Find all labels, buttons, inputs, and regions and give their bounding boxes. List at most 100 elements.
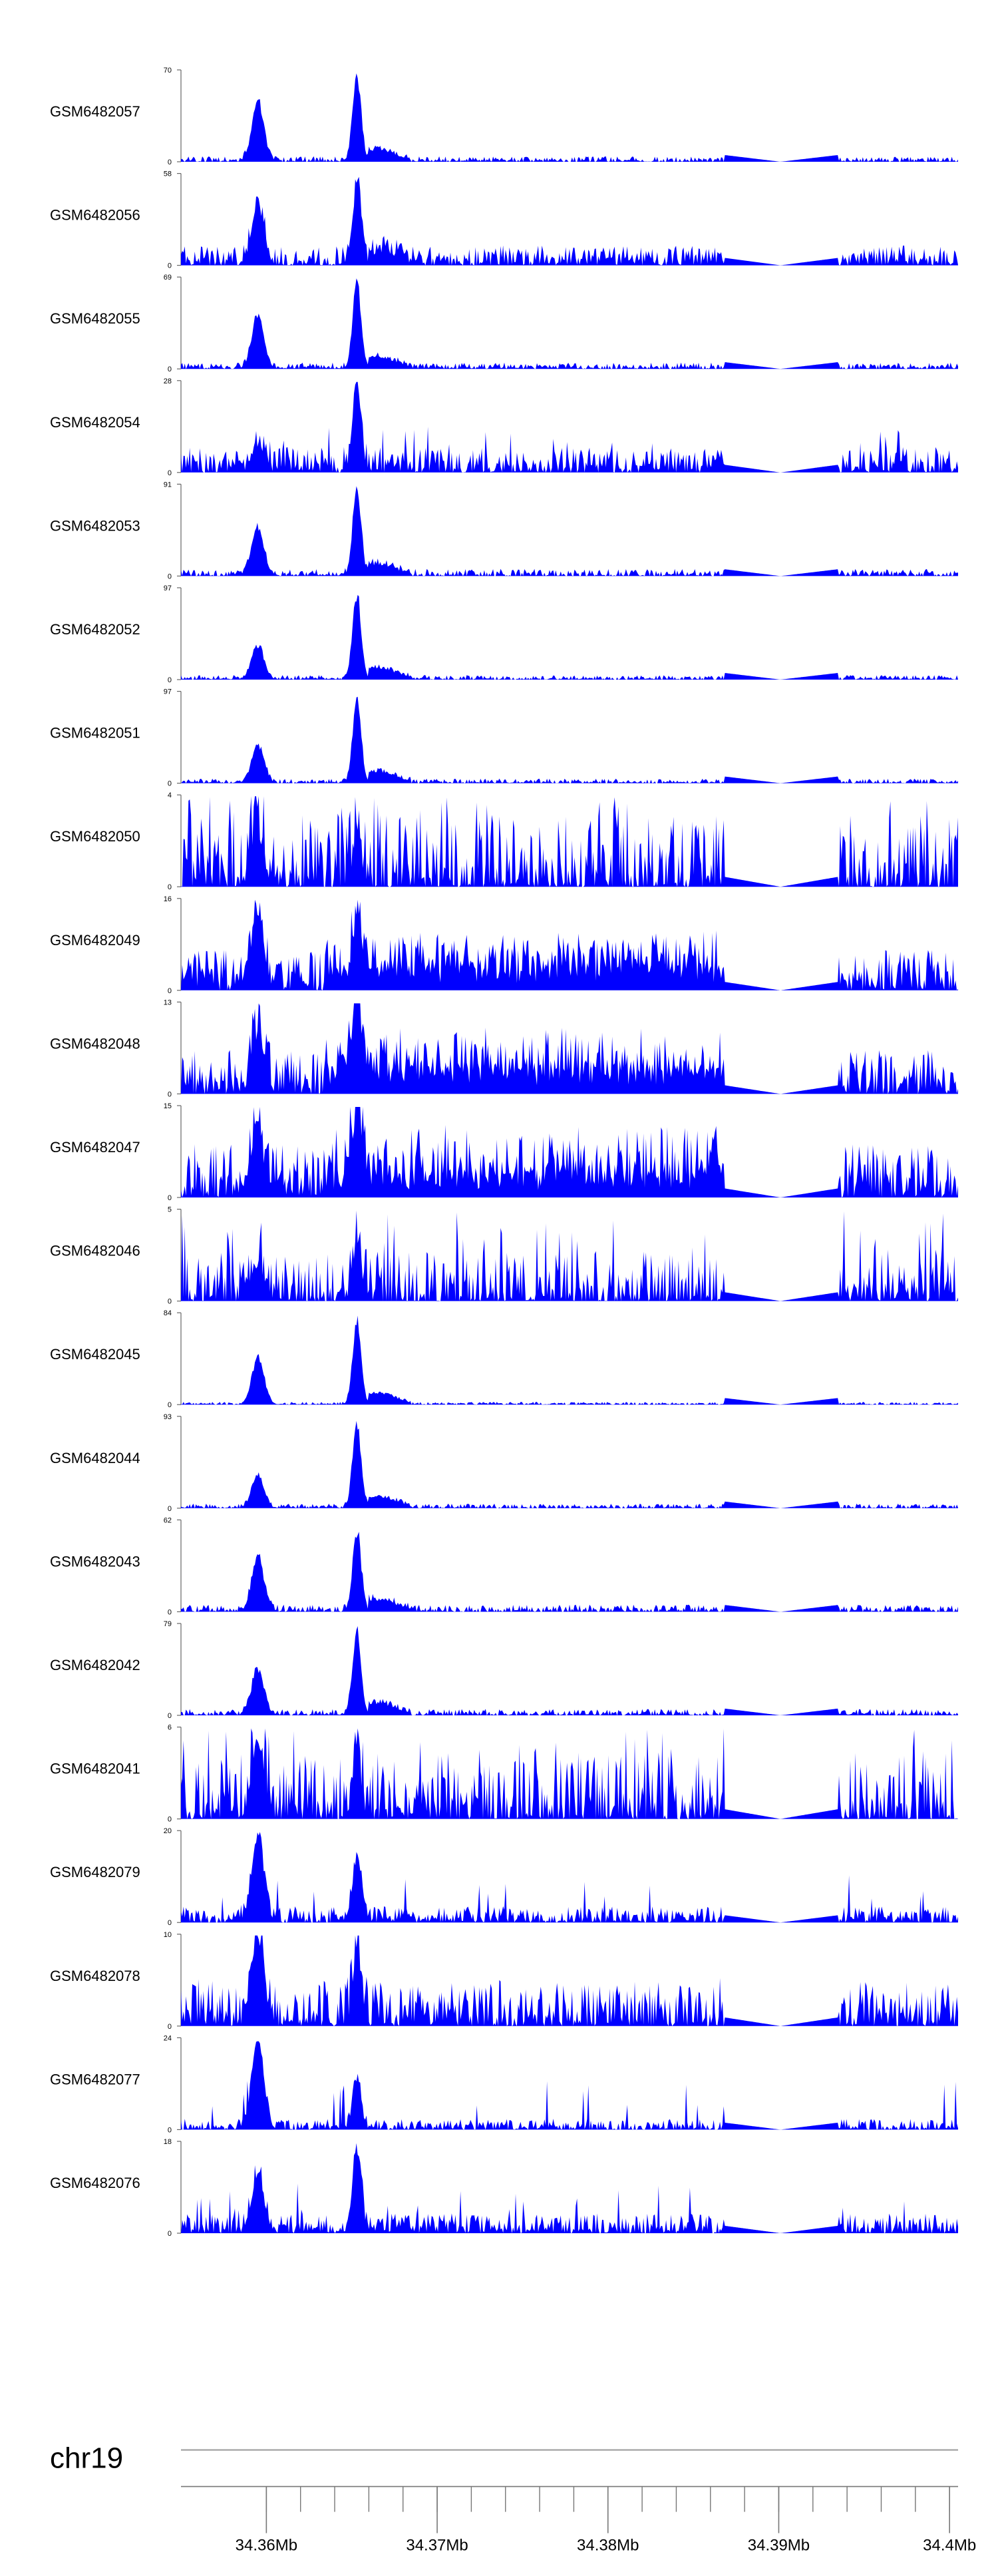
track-GSM6482046: GSM6482046 5 0 (50, 1206, 958, 1306)
y-max-label: 62 (164, 1516, 172, 1524)
coverage-area-GSM6482054 (181, 381, 958, 473)
y-min-label: 0 (168, 158, 172, 166)
coverage-area-GSM6482041 (181, 1728, 958, 1819)
track-GSM6482050: GSM6482050 4 0 (50, 791, 958, 891)
track-label: GSM6482078 (50, 1968, 140, 1984)
coverage-area-GSM6482077 (181, 2041, 958, 2130)
x-tick-label: 34.4Mb (923, 2537, 976, 2555)
track-GSM6482056: GSM6482056 58 0 (50, 170, 958, 270)
y-max-label: 84 (164, 1309, 172, 1317)
track-label: GSM6482043 (50, 1553, 140, 1570)
coverage-area-GSM6482050 (181, 796, 958, 887)
y-max-label: 69 (164, 274, 172, 282)
track-label: GSM6482052 (50, 621, 140, 638)
chromosome-label: chr19 (50, 2442, 123, 2475)
y-min-label: 0 (168, 2126, 172, 2134)
y-max-label: 91 (164, 481, 172, 489)
coverage-area-GSM6482043 (181, 1532, 958, 1612)
y-max-label: 15 (164, 1102, 172, 1110)
track-label: GSM6482057 (50, 103, 140, 120)
track-GSM6482053: GSM6482053 91 0 (50, 481, 958, 580)
y-min-label: 0 (168, 2230, 172, 2238)
track-GSM6482079: GSM6482079 20 0 (50, 1827, 958, 1927)
y-max-label: 6 (168, 1724, 172, 1732)
track-label: GSM6482055 (50, 310, 140, 327)
y-max-label: 28 (164, 377, 172, 385)
y-min-label: 0 (168, 1919, 172, 1927)
track-GSM6482049: GSM6482049 16 0 (50, 895, 958, 995)
coverage-area-GSM6482042 (181, 1626, 958, 1715)
track-GSM6482048: GSM6482048 13 0 (50, 998, 958, 1098)
y-min-label: 0 (168, 987, 172, 995)
track-label: GSM6482077 (50, 2071, 140, 2087)
y-max-label: 10 (164, 1931, 172, 1939)
y-min-label: 0 (168, 676, 172, 684)
track-GSM6482057: GSM6482057 70 0 (50, 67, 958, 166)
track-GSM6482041: GSM6482041 6 0 (50, 1724, 958, 1824)
track-label: GSM6482053 (50, 517, 140, 534)
y-max-label: 13 (164, 998, 172, 1006)
y-min-label: 0 (168, 365, 172, 373)
y-max-label: 97 (164, 688, 172, 696)
track-label: GSM6482048 (50, 1035, 140, 1052)
track-label: GSM6482047 (50, 1139, 140, 1156)
track-label: GSM6482056 (50, 207, 140, 224)
y-min-label: 0 (168, 883, 172, 891)
coverage-area-GSM6482053 (181, 486, 958, 576)
y-min-label: 0 (168, 1401, 172, 1409)
track-GSM6482051: GSM6482051 97 0 (50, 688, 958, 788)
track-label: GSM6482044 (50, 1450, 140, 1466)
track-label: GSM6482079 (50, 1864, 140, 1880)
coverage-area-GSM6482049 (181, 899, 958, 990)
x-tick-label: 34.36Mb (236, 2537, 297, 2555)
y-max-label: 24 (164, 2034, 172, 2042)
coverage-area-GSM6482048 (181, 1003, 958, 1094)
y-min-label: 0 (168, 780, 172, 788)
y-max-label: 79 (164, 1620, 172, 1628)
x-tick-label: 34.37Mb (406, 2537, 468, 2555)
y-min-label: 0 (168, 572, 172, 580)
track-GSM6482042: GSM6482042 79 0 (50, 1620, 958, 1720)
coverage-area-GSM6482079 (181, 1832, 958, 1923)
y-max-label: 5 (168, 1206, 172, 1214)
track-GSM6482052: GSM6482052 97 0 (50, 584, 958, 684)
y-min-label: 0 (168, 1505, 172, 1513)
x-tick-label: 34.39Mb (748, 2537, 810, 2555)
track-label: GSM6482054 (50, 414, 140, 431)
y-max-label: 16 (164, 895, 172, 903)
track-GSM6482045: GSM6482045 84 0 (50, 1309, 958, 1409)
track-GSM6482076: GSM6482076 18 0 (50, 2138, 958, 2238)
track-label: GSM6482045 (50, 1346, 140, 1363)
y-min-label: 0 (168, 2023, 172, 2031)
track-label: GSM6482076 (50, 2175, 140, 2191)
track-GSM6482077: GSM6482077 24 0 (50, 2034, 958, 2134)
coverage-area-GSM6482052 (181, 594, 958, 680)
track-label: GSM6482050 (50, 828, 140, 845)
y-max-label: 97 (164, 584, 172, 592)
track-label: GSM6482042 (50, 1657, 140, 1673)
x-tick-label: 34.38Mb (577, 2537, 639, 2555)
coverage-area-GSM6482051 (181, 696, 958, 783)
coverage-area-GSM6482055 (181, 278, 958, 369)
coverage-area-GSM6482076 (181, 2143, 958, 2233)
coverage-area-GSM6482057 (181, 73, 958, 162)
coverage-area-GSM6482056 (181, 176, 958, 266)
track-label: GSM6482049 (50, 932, 140, 949)
y-max-label: 70 (164, 67, 172, 75)
y-min-label: 0 (168, 469, 172, 477)
y-max-label: 20 (164, 1827, 172, 1835)
coverage-area-GSM6482045 (181, 1315, 958, 1405)
y-max-label: 4 (168, 791, 172, 799)
track-GSM6482054: GSM6482054 28 0 (50, 377, 958, 477)
y-max-label: 58 (164, 170, 172, 178)
coverage-area-GSM6482046 (181, 1210, 958, 1301)
y-min-label: 0 (168, 1608, 172, 1616)
track-GSM6482055: GSM6482055 69 0 (50, 274, 958, 373)
y-min-label: 0 (168, 1298, 172, 1306)
chromosome-axis: chr19 34.36Mb 34.37Mb 34.38Mb 34.39Mb 34.4Mb (50, 2442, 976, 2555)
coverage-area-GSM6482078 (181, 1935, 958, 2026)
track-GSM6482047: GSM6482047 15 0 (50, 1102, 958, 1202)
track-GSM6482078: GSM6482078 10 0 (50, 1931, 958, 2031)
y-min-label: 0 (168, 1194, 172, 1202)
